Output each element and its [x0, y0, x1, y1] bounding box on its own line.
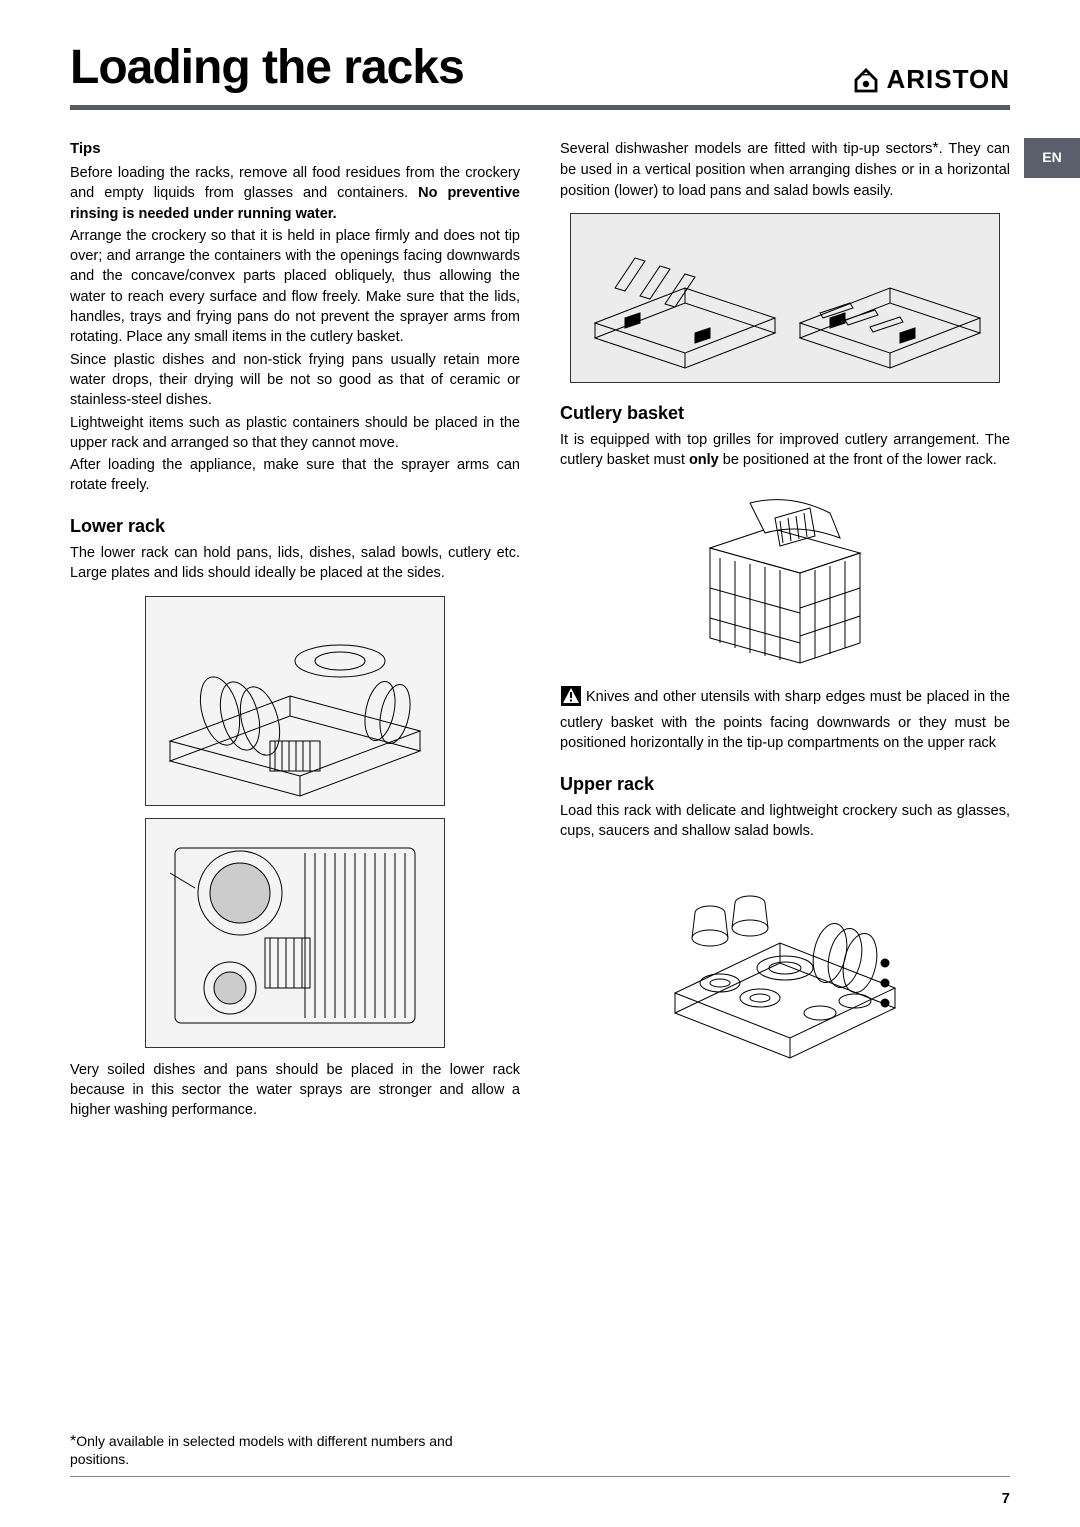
- footnote-text: Only available in selected models with d…: [70, 1433, 453, 1467]
- tipup-p-a: Several dishwasher models are fitted wit…: [560, 141, 932, 157]
- page-title: Loading the racks: [70, 40, 464, 95]
- cutlery-p1: It is equipped with top grilles for impr…: [560, 430, 1010, 471]
- tipup-illustration-icon: [575, 218, 995, 378]
- figure-lower-rack-iso: [70, 596, 520, 806]
- upper-rack-heading: Upper rack: [560, 772, 1010, 797]
- tips-para-1: Before loading the racks, remove all foo…: [70, 163, 520, 224]
- tipup-para: Several dishwasher models are fitted wit…: [560, 138, 1010, 201]
- language-tab: EN: [1024, 138, 1080, 178]
- tips-para-5: After loading the appliance, make sure t…: [70, 455, 520, 496]
- page-number: 7: [1002, 1490, 1010, 1507]
- footnote: *Only available in selected models with …: [70, 1433, 490, 1467]
- rack-iso-illustration-icon: [150, 601, 440, 801]
- lower-rack-heading: Lower rack: [70, 514, 520, 539]
- warning-text: Knives and other utensils with sharp edg…: [560, 689, 1010, 752]
- figure-cutlery-basket: [560, 483, 1010, 673]
- tips-para-2: Arrange the crockery so that it is held …: [70, 226, 520, 348]
- warning-paragraph: Knives and other utensils with sharp edg…: [560, 685, 1010, 754]
- lower-rack-p1: The lower rack can hold pans, lids, dish…: [70, 543, 520, 584]
- tips-para-4: Lightweight items such as plastic contai…: [70, 413, 520, 454]
- rack-top-illustration-icon: [150, 823, 440, 1043]
- footer-rule: [70, 1476, 1010, 1477]
- tips-para-3: Since plastic dishes and non-stick fryin…: [70, 350, 520, 411]
- left-column: Tips Before loading the racks, remove al…: [70, 138, 520, 1122]
- right-column: EN Several dishwasher models are fitted …: [560, 138, 1010, 1122]
- figure-upper-rack: [560, 853, 1010, 1073]
- figure-tipup-sectors: [560, 213, 1010, 383]
- header-row: Loading the racks ARISTON: [70, 40, 1010, 95]
- house-icon: [852, 66, 880, 94]
- upper-rack-illustration-icon: [660, 858, 910, 1068]
- cutlery-p1-b: only: [689, 452, 719, 468]
- brand-text: ARISTON: [886, 64, 1010, 95]
- cutlery-heading: Cutlery basket: [560, 401, 1010, 426]
- cutlery-basket-illustration-icon: [680, 488, 890, 668]
- warning-icon: [560, 685, 582, 713]
- lower-rack-p2: Very soiled dishes and pans should be pl…: [70, 1060, 520, 1121]
- content-columns: Tips Before loading the racks, remove al…: [70, 138, 1010, 1122]
- upper-rack-p1: Load this rack with delicate and lightwe…: [560, 801, 1010, 842]
- cutlery-p1-c: be positioned at the front of the lower …: [719, 452, 997, 468]
- tips-heading: Tips: [70, 138, 520, 159]
- brand-logo: ARISTON: [852, 64, 1010, 95]
- header-divider: [70, 105, 1010, 110]
- figure-lower-rack-top: [70, 818, 520, 1048]
- manual-page: Loading the racks ARISTON Tips Before lo…: [0, 0, 1080, 1527]
